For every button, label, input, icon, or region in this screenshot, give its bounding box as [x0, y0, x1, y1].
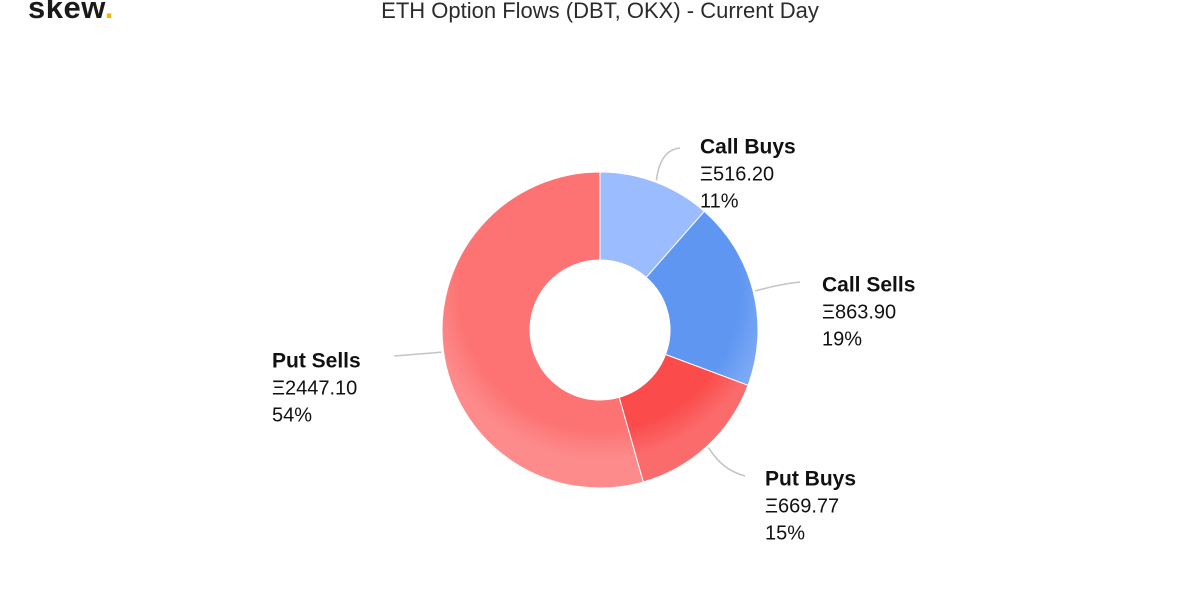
logo-dot: . [104, 0, 114, 25]
leader-line-put-buys [707, 447, 746, 477]
donut-slices [441, 171, 759, 489]
label-name-put-sells: Put Sells [272, 350, 361, 373]
label-name-call-sells: Call Sells [822, 274, 915, 297]
label-value-put-sells: Ξ2447.10 [272, 377, 357, 399]
label-percent-call-sells: 19% [822, 328, 862, 350]
label-value-put-buys: Ξ669.77 [765, 495, 839, 517]
label-value-call-sells: Ξ863.90 [822, 301, 896, 323]
leader-line-call-buys [655, 147, 681, 181]
leader-line-call-sells [754, 281, 801, 292]
chart-title: ETH Option Flows (DBT, OKX) - Current Da… [381, 0, 819, 23]
leader-line-put-sells [393, 351, 442, 357]
label-percent-put-sells: 54% [272, 404, 312, 426]
logo-text: skew [28, 0, 105, 25]
slice-labels: Call Buys Ξ516.20 11% Call Sells Ξ863.90 19% P… [272, 136, 915, 545]
label-percent-call-buys: 11% [700, 190, 739, 212]
label-percent-put-buys: 15% [765, 522, 805, 544]
label-value-call-buys: Ξ516.20 [700, 163, 774, 185]
label-name-put-buys: Put Buys [765, 468, 856, 491]
skew-logo: skew. [28, 0, 114, 23]
label-name-call-buys: Call Buys [700, 136, 796, 159]
leader-lines [393, 147, 801, 477]
